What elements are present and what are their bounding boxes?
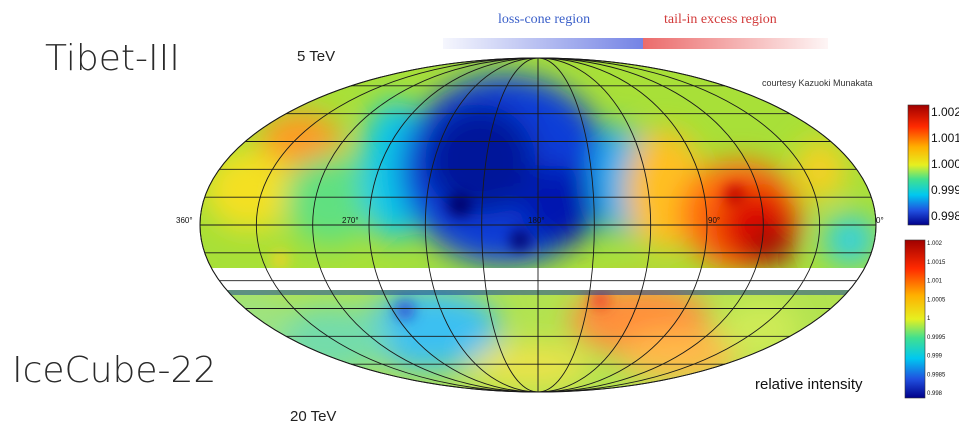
lon-label-360: 360° xyxy=(176,216,193,225)
tail-in-gradient-bar xyxy=(643,38,828,49)
colorbar-top-tick-1: 1.001 xyxy=(931,131,959,145)
loss-cone-label: loss-cone region xyxy=(498,12,591,27)
colorbar-top-tick-2: 1.000 xyxy=(931,157,959,171)
colorbar-bottom-tick-3: 1.0005 xyxy=(927,297,946,303)
colorbar-top-tick-3: 0.999 xyxy=(931,183,959,197)
skymap-outline xyxy=(199,57,877,393)
tibet-title: Tibet-III xyxy=(45,38,180,79)
colorbar-top-tick-0: 1.002 xyxy=(931,105,959,119)
colorbar-bottom xyxy=(904,239,926,399)
colorbar-bottom-tick-1: 1.0015 xyxy=(927,260,946,266)
colorbar-bottom-tick-2: 1.001 xyxy=(927,279,943,285)
icecube-title: IceCube-22 xyxy=(12,350,217,391)
lon-label-270: 270° xyxy=(342,216,359,225)
lon-label-0: 0° xyxy=(876,216,884,225)
skymap-graticule xyxy=(199,57,877,393)
loss-cone-gradient-bar xyxy=(443,38,643,49)
energy-bottom-label: 20 TeV xyxy=(290,408,337,425)
energy-top-label: 5 TeV xyxy=(297,48,336,65)
tail-in-label: tail-in excess region xyxy=(664,12,777,27)
colorbar-bottom-tick-7: 0.9985 xyxy=(927,372,946,378)
colorbar-bottom-tick-8: 0.998 xyxy=(927,391,943,397)
colorbar-top-ticks: 1.002 1.001 1.000 0.999 0.998 xyxy=(931,105,959,223)
lon-label-180: 180° xyxy=(528,216,545,225)
skymap-body xyxy=(200,58,876,392)
colorbar-bottom-tick-0: 1.002 xyxy=(927,241,943,247)
courtesy-note: courtesy Kazuoki Munakata xyxy=(762,78,873,88)
colorbar-bottom-tick-4: 1 xyxy=(927,316,931,322)
lon-label-90: 90° xyxy=(708,216,720,225)
colorbar-top-tick-4: 0.998 xyxy=(931,209,959,223)
colorbar-bottom-tick-5: 0.9995 xyxy=(927,335,946,341)
colorbar-bottom-tick-6: 0.999 xyxy=(927,354,943,360)
colorbar-bottom-ticks: 1.002 1.0015 1.001 1.0005 1 0.9995 0.999 0.9985… xyxy=(927,241,946,397)
colorbar-top xyxy=(907,104,930,226)
relative-intensity-label: relative intensity xyxy=(755,376,863,393)
